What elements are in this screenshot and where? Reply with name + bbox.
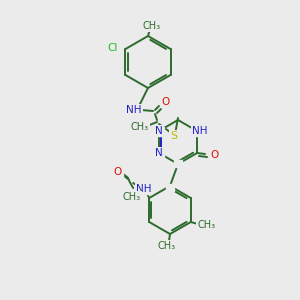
Bar	[174, 160, 182, 167]
Text: CH₃: CH₃	[131, 122, 149, 132]
Text: NH: NH	[192, 126, 208, 136]
Text: NH: NH	[136, 184, 152, 194]
Bar	[112, 167, 123, 176]
Text: O: O	[113, 167, 121, 177]
Text: O: O	[162, 97, 170, 107]
Text: N: N	[155, 126, 163, 136]
Bar	[192, 127, 208, 136]
Text: S: S	[170, 131, 178, 141]
Bar	[208, 151, 220, 160]
Bar	[137, 184, 151, 194]
Bar	[154, 148, 164, 158]
Text: NH: NH	[126, 105, 142, 115]
Text: Cl: Cl	[107, 43, 118, 53]
Bar	[154, 127, 164, 136]
Bar	[127, 106, 141, 115]
Bar	[160, 98, 172, 106]
Text: CH₃: CH₃	[143, 21, 161, 31]
Text: CH₃: CH₃	[122, 192, 140, 202]
Text: CH₃: CH₃	[158, 241, 176, 251]
Text: N: N	[155, 148, 163, 158]
Bar	[166, 184, 174, 190]
Text: O: O	[210, 150, 218, 160]
Bar	[169, 131, 179, 140]
Text: CH₃: CH₃	[198, 220, 216, 230]
